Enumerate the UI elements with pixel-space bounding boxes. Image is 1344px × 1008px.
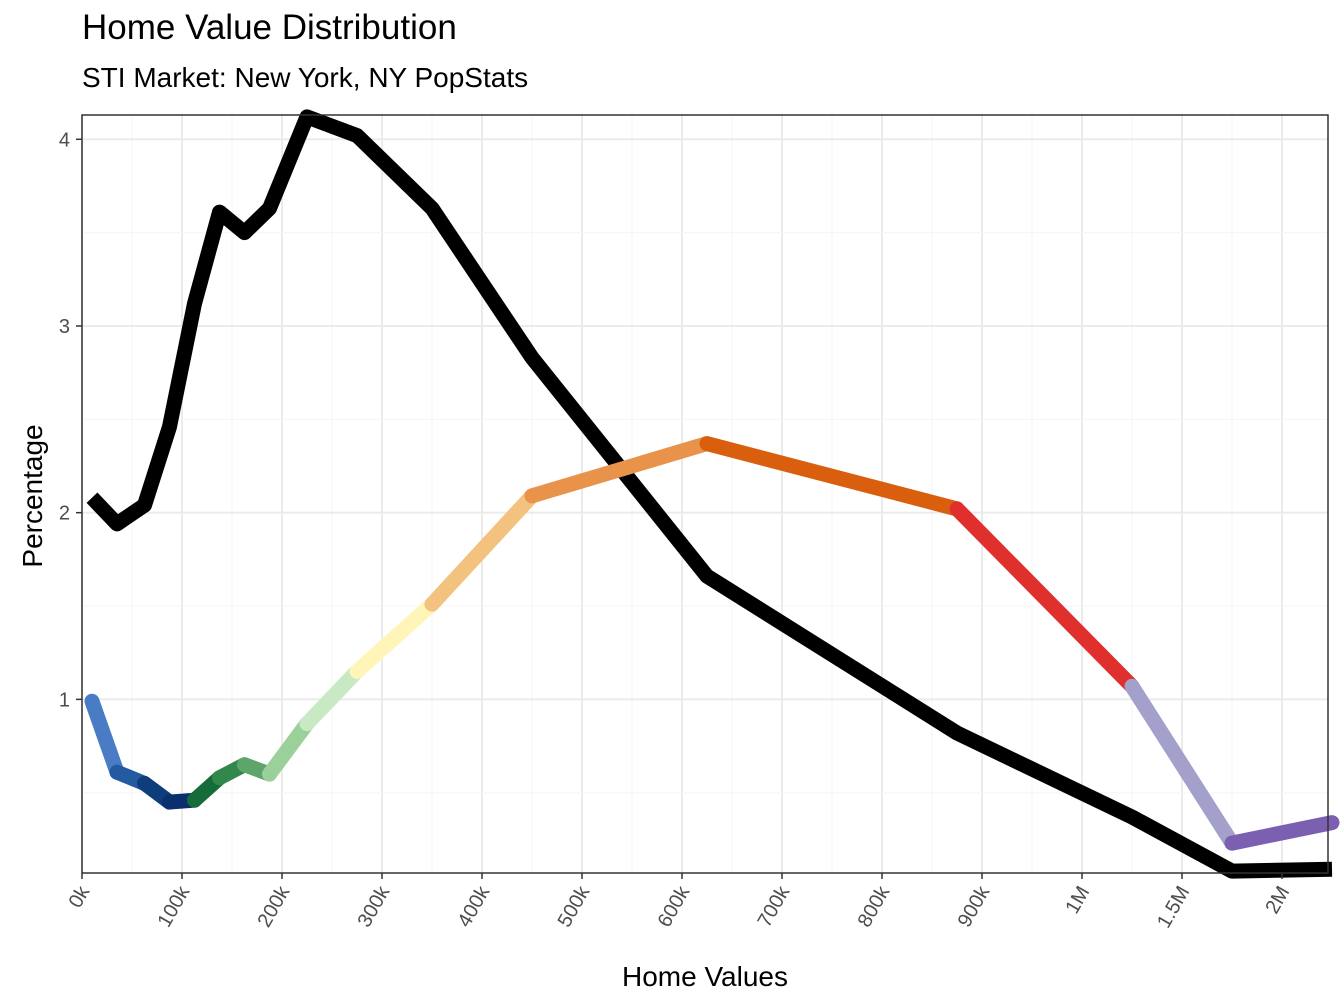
colored-segment bbox=[299, 663, 365, 732]
x-tick-label: 300k bbox=[354, 882, 395, 931]
y-tick-label: 1 bbox=[59, 689, 70, 711]
x-axis-title: Home Values bbox=[622, 961, 788, 992]
colored-segment bbox=[1124, 678, 1240, 851]
x-tick-label: 500k bbox=[554, 882, 595, 931]
grid-lines bbox=[81, 115, 1328, 873]
colored-segment bbox=[349, 596, 440, 679]
x-tick-label: 1M bbox=[1061, 883, 1094, 918]
plot-panel-border bbox=[81, 114, 1329, 874]
colored-segment bbox=[699, 436, 965, 517]
x-tick-label: 2M bbox=[1261, 883, 1294, 918]
colored-segment bbox=[424, 488, 540, 612]
y-axis-title: Percentage bbox=[17, 424, 48, 567]
x-tick-label: 600k bbox=[654, 882, 695, 931]
chart-title: Home Value Distribution bbox=[82, 8, 457, 47]
x-tick-label: 400k bbox=[454, 882, 495, 931]
y-tick-label: 4 bbox=[59, 129, 70, 151]
x-tick-label: 700k bbox=[754, 882, 795, 931]
axis-ticks: 0k 100k 200k 300k 400k 500k 600k 700k 800k 900k 1M… bbox=[59, 129, 1294, 932]
x-tick-label: 200k bbox=[254, 882, 295, 931]
colored-segment bbox=[524, 436, 715, 504]
series-line-black bbox=[86, 109, 1333, 879]
chart-subtitle: STI Market: New York, NY PopStats bbox=[82, 62, 529, 93]
x-tick-label: 0k bbox=[65, 882, 95, 912]
y-tick-label: 3 bbox=[59, 316, 70, 338]
x-tick-label: 800k bbox=[854, 882, 895, 931]
colored-segment bbox=[1224, 815, 1340, 851]
x-tick-label: 1.5M bbox=[1153, 883, 1194, 933]
colored-segment bbox=[949, 501, 1140, 694]
colored-segment bbox=[262, 716, 315, 782]
x-tick-label: 100k bbox=[154, 882, 195, 931]
series-lines bbox=[84, 109, 1340, 879]
x-tick-label: 900k bbox=[954, 882, 995, 931]
y-tick-label: 2 bbox=[59, 503, 70, 525]
colored-segment bbox=[84, 693, 125, 780]
